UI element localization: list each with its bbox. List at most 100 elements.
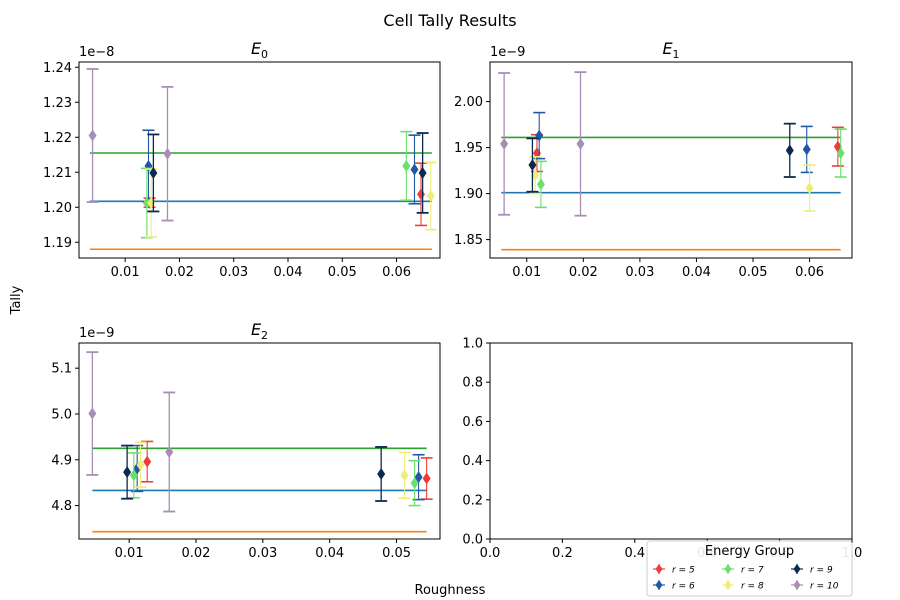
legend-entry-label: r = 9 bbox=[810, 566, 833, 576]
series-r7 bbox=[127, 452, 421, 507]
x-tick-label: 0.0 bbox=[480, 546, 501, 561]
x-tick-label: 0.4 bbox=[624, 546, 645, 561]
data-point bbox=[802, 143, 811, 156]
y-tick-label: 1.21 bbox=[43, 166, 72, 181]
x-tick-label: 0.04 bbox=[315, 546, 344, 561]
data-point bbox=[410, 477, 419, 490]
legend-entry-marker bbox=[655, 580, 663, 590]
y-tick-label: 0.6 bbox=[462, 415, 483, 430]
legend-title: Energy Group bbox=[705, 544, 794, 559]
data-point bbox=[165, 445, 174, 458]
series-r10 bbox=[498, 71, 587, 217]
legend-entry-marker bbox=[724, 580, 732, 590]
x-tick-label: 0.01 bbox=[111, 265, 140, 280]
y-axis-label: Tally bbox=[9, 285, 24, 315]
y-tick-label: 1.24 bbox=[43, 61, 72, 76]
x-tick-label: 0.02 bbox=[165, 265, 194, 280]
series-r8 bbox=[529, 155, 816, 212]
subplot-1: 0.01 0.02 0.03 0.04 0.05 0.06 1.85 1.90 1.95 2.00… bbox=[454, 39, 853, 280]
x-tick-label: 0.02 bbox=[569, 265, 598, 280]
data-point bbox=[500, 137, 509, 150]
legend-entry-label: r = 6 bbox=[672, 582, 695, 592]
y-tick-label: 1.95 bbox=[454, 141, 483, 156]
x-tick-label: 0.2 bbox=[552, 546, 573, 561]
data-point bbox=[418, 166, 427, 179]
subplot-title-subscript: 0 bbox=[261, 48, 268, 61]
x-tick-label: 0.05 bbox=[739, 265, 768, 280]
y-tick-label: 1.23 bbox=[43, 96, 72, 111]
data-point bbox=[531, 169, 540, 182]
y-tick-label: 4.8 bbox=[51, 499, 72, 514]
subplot-2: 0.01 0.02 0.03 0.04 0.05 4.8 4.9 5.0 5.1 E2 1e−9 bbox=[51, 320, 441, 561]
y-tick-label: 4.9 bbox=[51, 453, 72, 468]
y-tick-label: 0.2 bbox=[462, 493, 483, 508]
legend-box bbox=[646, 540, 853, 597]
series-r10 bbox=[86, 68, 174, 222]
data-point bbox=[377, 467, 386, 480]
y-tick-label: 0.0 bbox=[462, 533, 483, 548]
series-r7 bbox=[140, 130, 413, 239]
x-tick-label: 0.03 bbox=[248, 546, 277, 561]
subplot-title-subscript: 2 bbox=[261, 329, 268, 342]
axes-frame bbox=[78, 61, 441, 259]
subplot-title-main: E bbox=[251, 320, 262, 339]
subplots: 0.01 0.02 0.03 0.04 0.05 0.061.191.201.211.22… bbox=[43, 39, 862, 561]
y-tick-label: 0.4 bbox=[462, 454, 483, 469]
x-tick-label: 0.04 bbox=[274, 265, 303, 280]
y-tick-label: 1.90 bbox=[454, 187, 483, 202]
x-tick-label: 0.06 bbox=[795, 265, 824, 280]
x-tick-label: 0.03 bbox=[625, 265, 654, 280]
x-tick-label: 0.06 bbox=[382, 265, 411, 280]
y-tick-label: 1.0 bbox=[462, 337, 483, 352]
y-tick-label: 5.0 bbox=[51, 407, 72, 422]
data-point bbox=[163, 147, 172, 160]
x-tick-label: 0.01 bbox=[115, 546, 144, 561]
series-r10 bbox=[86, 351, 176, 513]
y-tick-label: 0.8 bbox=[462, 376, 483, 391]
x-axis-label: Roughness bbox=[415, 583, 486, 598]
legend-entry-label: r = 10 bbox=[810, 582, 839, 592]
data-point bbox=[136, 458, 145, 471]
data-point bbox=[805, 182, 814, 195]
legend-entry-marker bbox=[655, 564, 663, 574]
subplot-3: 0.00.20.40.60.81.00.00.20.40.60.81.0 bbox=[462, 337, 862, 562]
y-tick-label: 1.85 bbox=[454, 233, 483, 248]
subplot-title-subscript: 1 bbox=[673, 48, 680, 61]
data-point bbox=[123, 466, 132, 479]
data-point bbox=[402, 159, 411, 172]
series-r5 bbox=[141, 440, 433, 500]
data-point bbox=[528, 159, 537, 172]
axes-frame bbox=[489, 342, 853, 540]
series-r8 bbox=[134, 441, 411, 500]
data-point bbox=[88, 407, 97, 420]
axis-offset-text: 1e−9 bbox=[490, 45, 525, 60]
data-point bbox=[785, 144, 794, 157]
data-point bbox=[410, 163, 419, 176]
legend-entry-label: r = 7 bbox=[741, 566, 764, 576]
data-point bbox=[142, 197, 151, 210]
legend: Energy Group r = 5 r = 6 r = 7 r = 8 r = 9 r =… bbox=[646, 540, 853, 597]
data-point bbox=[836, 147, 845, 160]
legend-entry-label: r = 5 bbox=[672, 566, 695, 576]
x-tick-label: 0.03 bbox=[219, 265, 248, 280]
x-tick-label: 0.05 bbox=[328, 265, 357, 280]
series-r7 bbox=[534, 128, 847, 209]
data-point bbox=[536, 178, 545, 191]
data-point bbox=[88, 129, 97, 142]
y-tick-label: 1.19 bbox=[43, 236, 72, 251]
y-tick-label: 5.1 bbox=[51, 362, 72, 377]
subplot-title: E0 bbox=[251, 39, 268, 61]
y-tick-label: 1.22 bbox=[43, 131, 72, 146]
axis-offset-text: 1e−8 bbox=[79, 45, 114, 60]
legend-entry-marker bbox=[793, 580, 801, 590]
x-tick-label: 0.02 bbox=[182, 546, 211, 561]
legend-entry-label: r = 8 bbox=[741, 582, 764, 592]
data-point bbox=[426, 190, 435, 203]
axes-frame bbox=[489, 61, 853, 259]
data-point bbox=[143, 455, 152, 468]
subplot-title: E2 bbox=[251, 320, 268, 342]
x-tick-label: 0.05 bbox=[382, 546, 411, 561]
legend-entry-marker bbox=[724, 564, 732, 574]
subplot-title-main: E bbox=[662, 39, 673, 58]
